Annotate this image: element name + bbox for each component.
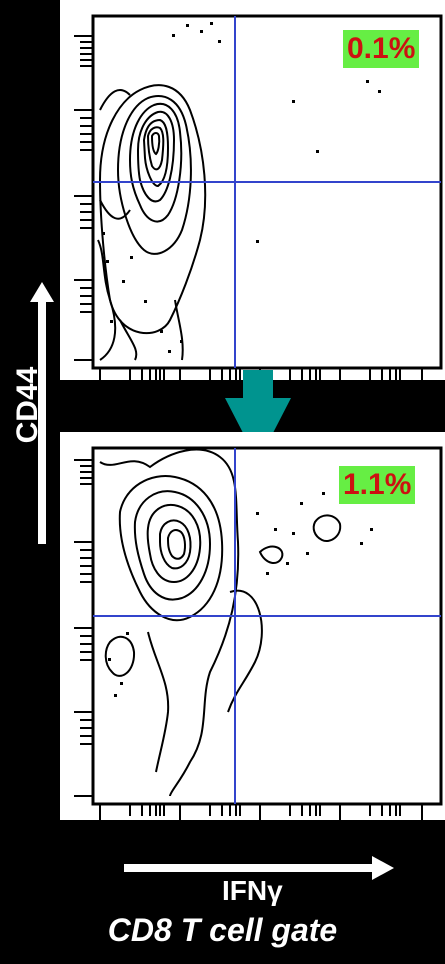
top-plot-frame — [91, 14, 443, 370]
x-axis-arrow-head — [372, 856, 394, 880]
gate-label: CD8 T cell gate — [107, 912, 338, 948]
y-axis-arrow-head — [30, 282, 54, 302]
bottom-plot-frame — [91, 446, 443, 806]
bottom-percent-badge: 1.1% — [339, 466, 416, 504]
bottom-dots — [108, 492, 373, 697]
top-plot-svg — [74, 14, 443, 380]
bottom-plot-svg — [74, 446, 443, 820]
y-axis-arrow-svg — [30, 282, 54, 544]
top-contours — [97, 84, 207, 361]
bottom-plot-panel — [60, 432, 445, 820]
y-axis-arrow-shaft — [38, 300, 46, 544]
top-bottom-ticks — [99, 368, 423, 380]
top-left-ticks — [74, 35, 93, 361]
x-axis-arrow-shaft — [124, 864, 374, 872]
y-axis-label: CD44 — [11, 366, 44, 444]
bottom-bottom-ticks — [99, 804, 423, 820]
x-axis-arrow-svg — [124, 856, 394, 880]
bottom-left-ticks — [74, 459, 93, 797]
top-percent-badge-overlay: 0.1% — [343, 30, 420, 68]
bottom-contours — [99, 448, 342, 797]
x-axis-label: IFNγ — [222, 875, 283, 906]
